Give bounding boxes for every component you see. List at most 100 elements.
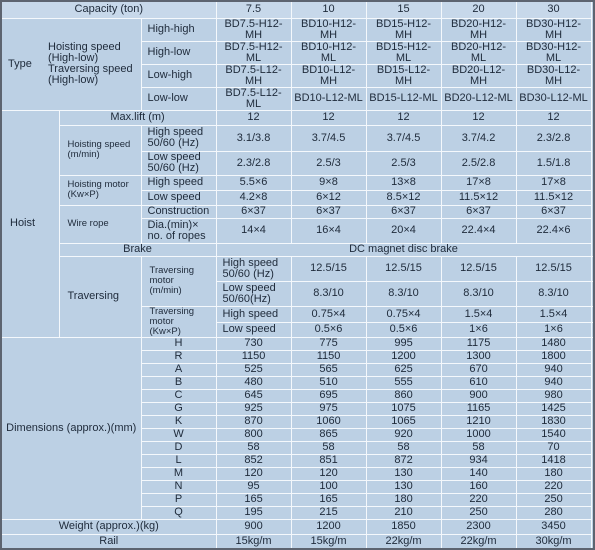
value-cell: 525 bbox=[215, 362, 292, 377]
capacity-cell: 7.5 bbox=[215, 0, 292, 19]
table-row: Hoisting motor (Kw×P) High speed 5.5×6 9×8 1… bbox=[1, 174, 594, 206]
value-cell: 975 bbox=[290, 401, 367, 416]
sub-label: Low speed bbox=[215, 321, 292, 338]
model-cell: BD10-H12-MH bbox=[290, 17, 367, 42]
value-cell: 1480 bbox=[515, 336, 592, 351]
value-cell: 58 bbox=[440, 440, 517, 455]
value-cell: 195 bbox=[215, 505, 292, 520]
type-note: Hoisting speed bbox=[48, 41, 121, 53]
value-cell: 1800 bbox=[515, 349, 592, 364]
value-cell: 2.5/2.8 bbox=[440, 150, 517, 176]
value-cell: 1175 bbox=[440, 336, 517, 351]
model-cell: BD30-H12-ML bbox=[515, 40, 592, 65]
model-cell: BD10-H12-ML bbox=[290, 40, 367, 65]
header-label: Capacity (ton) bbox=[0, 0, 217, 19]
value-cell: 130 bbox=[365, 466, 442, 481]
value-cell: 6×37 bbox=[215, 204, 292, 219]
value-cell: 58 bbox=[290, 440, 367, 455]
value-cell: 15kg/m bbox=[215, 533, 292, 550]
value-cell: 9×8 bbox=[290, 174, 367, 191]
type-note: Traversing speed bbox=[48, 63, 133, 75]
table-row: Capacity (ton) 7.5 10 15 20 30 bbox=[0, 0, 594, 19]
model-cell: BD7.5-H12-MH bbox=[215, 17, 292, 42]
model-cell: BD15-H12-ML bbox=[365, 40, 442, 65]
dimension-letter: G bbox=[140, 401, 217, 416]
model-cell: BD15-H12-MH bbox=[365, 17, 442, 42]
model-cell: BD7.5-L12-ML bbox=[215, 86, 292, 111]
dimension-letter: P bbox=[140, 492, 217, 507]
section-label: Hoisting speed (m/min) bbox=[58, 124, 142, 176]
section-label: Hoisting motor (Kw×P) bbox=[58, 174, 142, 206]
value-cell: 1165 bbox=[440, 401, 517, 416]
value-cell: 0.75×4 bbox=[365, 305, 442, 323]
value-cell: 3450 bbox=[515, 518, 592, 535]
value-cell: 14×4 bbox=[215, 217, 292, 244]
value-cell: 860 bbox=[365, 388, 442, 403]
value-cell: 220 bbox=[440, 492, 517, 507]
value-cell: 1075 bbox=[365, 401, 442, 416]
value-cell: 3.7/4.2 bbox=[440, 124, 517, 152]
value-cell: 13×8 bbox=[365, 174, 442, 191]
value-cell: 22.4×6 bbox=[515, 217, 592, 244]
value-cell: 1850 bbox=[365, 518, 442, 535]
mode-label: High-high bbox=[140, 17, 217, 42]
table-row: Traversing Traversing motor (m/min) High s… bbox=[1, 255, 595, 338]
value-cell: 1×6 bbox=[440, 321, 517, 338]
value-cell: 180 bbox=[515, 466, 592, 481]
value-cell: 480 bbox=[215, 375, 292, 390]
sub-label: High speed bbox=[140, 174, 217, 191]
group-label: Traversing bbox=[58, 255, 142, 338]
value-cell: 920 bbox=[365, 427, 442, 442]
capacity-cell: 30 bbox=[515, 0, 592, 19]
model-cell: BD30-L12-ML bbox=[515, 86, 592, 111]
value-cell: 12 bbox=[290, 109, 367, 126]
value-cell: 140 bbox=[440, 466, 517, 481]
value-cell: 2.5/3 bbox=[290, 150, 367, 176]
dimension-letter: A bbox=[140, 362, 217, 377]
value-cell: 980 bbox=[515, 388, 592, 403]
value-cell: 1210 bbox=[440, 414, 517, 429]
value-cell: 8.3/10 bbox=[440, 280, 517, 307]
sub-label: Dia.(min)× no. of ropes bbox=[140, 217, 217, 244]
value-cell: 1×6 bbox=[515, 321, 592, 338]
table-row: Wire rope Construction 6×37 6×37 6×37 6×37 6×3… bbox=[1, 204, 594, 244]
dimension-letter: M bbox=[140, 466, 217, 481]
table-row: L 852 851 872 934 1418 bbox=[1, 453, 594, 468]
value-cell: 250 bbox=[440, 505, 517, 520]
value-cell: 100 bbox=[290, 479, 367, 494]
value-cell: 11.5×12 bbox=[515, 189, 592, 206]
value-cell: 12 bbox=[215, 109, 292, 126]
value-cell: 220 bbox=[515, 479, 592, 494]
type-notes: Hoisting speed (High-low) Traversing speed… bbox=[48, 42, 133, 86]
value-cell: 95 bbox=[215, 479, 292, 494]
value-cell: 1150 bbox=[215, 349, 292, 364]
table-row: B 480 510 555 610 940 bbox=[1, 375, 594, 390]
value-cell: 180 bbox=[365, 492, 442, 507]
brake-value: DC magnet disc brake bbox=[215, 242, 592, 257]
section-label: Traversing motor (m/min) bbox=[140, 255, 217, 307]
sub-label: Low speed 50/60 (Hz) bbox=[140, 150, 217, 176]
value-cell: 130 bbox=[365, 479, 442, 494]
capacity-cell: 20 bbox=[440, 0, 517, 19]
value-cell: 1×6(2units) bbox=[590, 321, 595, 338]
value-cell: 1830 bbox=[515, 414, 592, 429]
dimension-letter: B bbox=[140, 375, 217, 390]
value-cell: 8.3/10 bbox=[515, 280, 592, 307]
value-cell: 2.5/3 bbox=[365, 150, 442, 176]
model-cell: BD30-L12-MH bbox=[515, 63, 592, 88]
section-label: Wire rope bbox=[58, 204, 142, 244]
mode-label: Low-high bbox=[140, 63, 217, 88]
value-cell: 12.5/15 bbox=[290, 255, 367, 282]
value-cell: 58 bbox=[365, 440, 442, 455]
value-cell: 865 bbox=[290, 427, 367, 442]
table-row: Hoist Max.lift (m) 12 12 12 12 12 bbox=[0, 109, 594, 338]
value-cell: 645 bbox=[215, 388, 292, 403]
table-row: Low speed 50/60(Hz) 8.3/10 8.3/10 8.3/10 8.3… bbox=[1, 280, 595, 307]
value-cell: 0.5×6 bbox=[290, 321, 367, 338]
model-cell: BD10-L12-ML bbox=[290, 86, 367, 111]
value-cell: 3.1/3.8 bbox=[215, 124, 292, 152]
type-note: (High-low) bbox=[48, 52, 99, 64]
value-cell: 872 bbox=[365, 453, 442, 468]
